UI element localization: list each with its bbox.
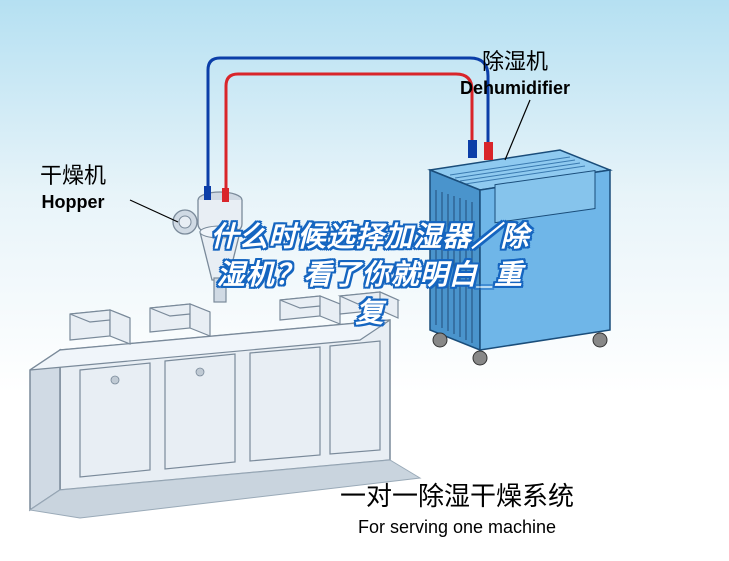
diagram-root: 干燥机 Hopper 除湿机 Dehumidifier 一对一除湿干燥系统 Fo… [0, 0, 729, 561]
caster-2 [473, 351, 487, 365]
overlay-line3: 复 [355, 297, 384, 328]
label-dehum-cn: 除湿机 [460, 44, 570, 76]
label-hopper: 干燥机 Hopper [40, 158, 106, 213]
overlay-line2: 湿机？看了你就明白_重 [217, 259, 524, 290]
hopper-pipe-in-blue [204, 186, 211, 200]
overlay-line1: 什么时候选择加湿器／除 [210, 221, 529, 252]
system-title-en: For serving one machine [340, 517, 574, 538]
overlay-headline: 什么时候选择加湿器／除 湿机？看了你就明白_重 复 [140, 218, 600, 331]
pipe-stub-2 [484, 142, 493, 160]
label-hopper-cn: 干燥机 [40, 158, 106, 190]
hopper-pipe-in-red [222, 188, 229, 202]
label-dehum-en: Dehumidifier [460, 78, 570, 99]
machine-body-front [30, 350, 60, 510]
label-dehumidifier: 除湿机 Dehumidifier [460, 44, 570, 99]
label-hopper-en: Hopper [40, 192, 106, 213]
system-title: 一对一除湿干燥系统 For serving one machine [340, 476, 574, 538]
pipe-stub-1 [468, 140, 477, 158]
system-title-cn: 一对一除湿干燥系统 [340, 476, 574, 513]
caster-3 [593, 333, 607, 347]
